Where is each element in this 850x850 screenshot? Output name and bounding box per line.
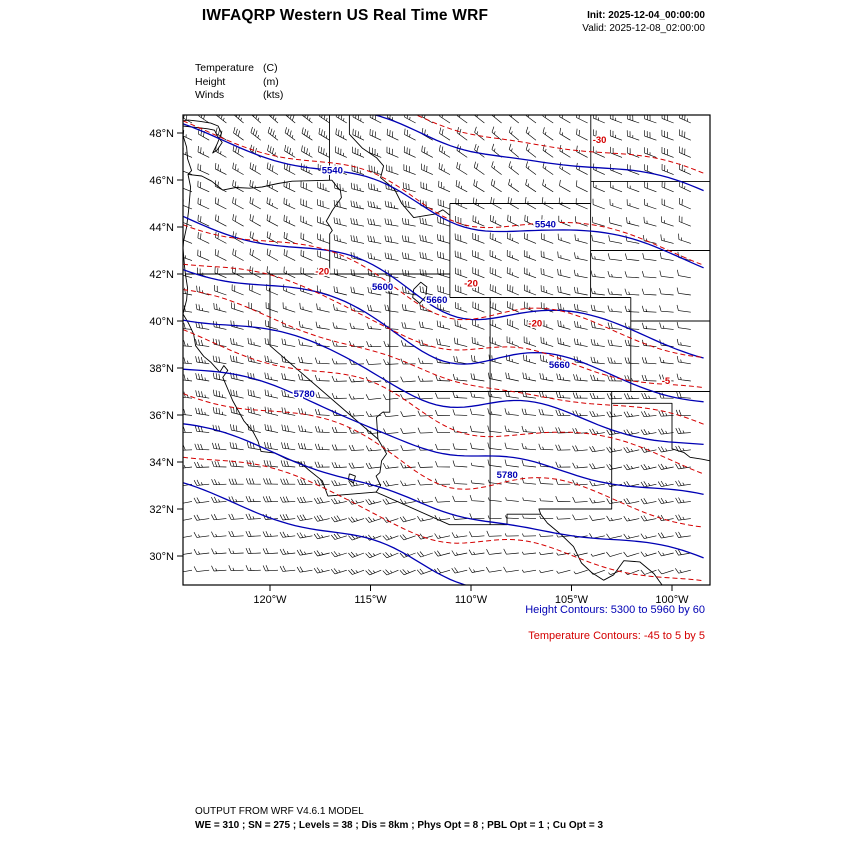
lat-tick-label: 34°N [149,457,174,469]
run-times: Init: 2025-12-04_00:00:00 Valid: 2025-12… [582,9,705,35]
contour-labels: 5540 5540 5600 5660 5660 5780 5780 -30 -20 -20 -20… [292,134,672,483]
lon-tick-label: 105°W [555,594,589,606]
init-time: Init: 2025-12-04_00:00:00 [587,10,705,21]
temperature-contour-label: -5 [662,376,671,387]
lat-tick-label: 40°N [149,316,174,328]
field-name: Height [195,75,226,88]
field-unit: (C) [263,62,278,74]
wind-barbs [183,115,691,576]
model-output-note: OUTPUT FROM WRF V4.6.1 MODEL [195,806,364,817]
lat-tick-label: 32°N [149,504,174,516]
lat-tick-label: 38°N [149,363,174,375]
model-config-note: WE = 310 ; SN = 275 ; Levels = 38 ; Dis … [195,820,604,831]
temperature-contour-label: -30 [593,135,607,146]
field-unit: (m) [263,75,279,88]
height-contour-legend: Height Contours: 5300 to 5960 by 60 [525,604,705,616]
height-contour-label: 5540 [322,166,343,177]
field-winds: Winds (kts) [195,89,283,103]
lat-tick-label: 36°N [149,410,174,422]
field-name: Winds [195,89,225,101]
lat-tick-label: 48°N [149,128,174,140]
page-title: IWFAQRP Western US Real Time WRF [201,7,489,24]
temperature-contour-label: -20 [464,278,478,289]
lon-tick-label: 115°W [354,594,387,606]
field-list: Temperature (C) Height (m) Winds (kts) [195,62,283,103]
lat-tick-label: 42°N [149,269,174,281]
lon-tick-label: 110°W [455,594,488,606]
lon-tick-label: 120°W [253,594,287,606]
axis-labels: 48°N 46°N 44°N 42°N 40°N 38°N 36°N 34°N 32°N 30°N… [149,128,689,606]
temperature-contour-label: -20 [315,267,329,278]
field-temperature: Temperature (C) [195,62,283,76]
height-contour-label: 5600 [372,282,393,293]
height-contour-label: 5660 [426,295,447,306]
temperature-contour-legend: Temperature Contours: -45 to 5 by 5 [528,630,705,642]
lat-tick-label: 30°N [149,551,174,563]
lon-tick-label: 100°W [655,594,689,606]
height-contour-label: 5780 [294,389,315,400]
field-name: Temperature [195,62,254,74]
height-contour-label: 5660 [549,360,570,371]
valid-time: Valid: 2025-12-08_02:00:00 [582,23,705,34]
lat-tick-label: 44°N [149,222,174,234]
lat-tick-label: 46°N [149,175,174,187]
height-contour-label: 5540 [535,220,556,231]
temperature-contour-label: -20 [528,318,542,329]
height-contour-label: 5780 [497,470,518,481]
temperature-contours [183,115,704,582]
map-frame [182,114,711,586]
field-unit: (kts) [263,89,284,101]
field-height: Height (m) [195,76,283,90]
height-contours [183,115,704,585]
